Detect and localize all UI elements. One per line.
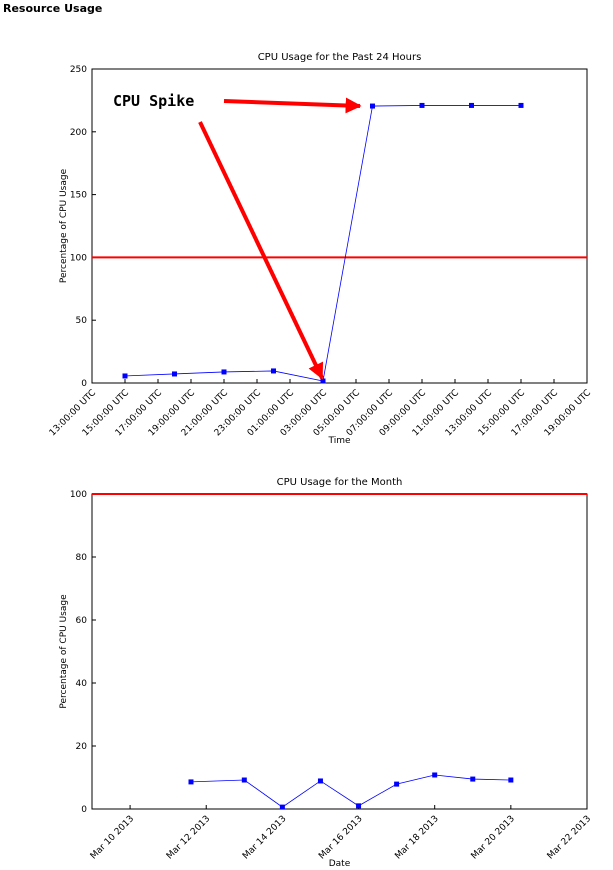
y-tick-label: 80 xyxy=(76,553,88,563)
y-axis-label: Percentage of CPU Usage xyxy=(59,594,69,709)
page-heading: Resource Usage xyxy=(3,2,102,15)
y-tick-label: 20 xyxy=(76,742,88,752)
y-tick-label: 50 xyxy=(76,316,88,326)
data-point xyxy=(518,102,524,108)
y-tick-label: 100 xyxy=(70,490,87,500)
x-axis-label: Time xyxy=(327,436,350,446)
data-point xyxy=(188,779,194,785)
y-tick-label: 150 xyxy=(70,191,87,201)
x-tick-label: Mar 22 2013 xyxy=(546,814,593,861)
chart-title: CPU Usage for the Month xyxy=(277,477,403,488)
data-point xyxy=(221,369,227,375)
data-point xyxy=(432,772,438,778)
x-tick-label: Mar 16 2013 xyxy=(317,814,364,861)
y-tick-label: 0 xyxy=(81,805,87,815)
data-point xyxy=(394,781,400,787)
annotation: CPU Spike xyxy=(113,92,194,110)
x-tick-label: Mar 14 2013 xyxy=(241,814,288,861)
x-axis-label: Date xyxy=(329,859,351,869)
annotation-arrow xyxy=(198,121,324,380)
y-tick-label: 60 xyxy=(76,616,88,626)
data-point xyxy=(370,103,375,109)
data-point xyxy=(172,371,177,377)
y-tick-label: 0 xyxy=(81,379,87,389)
data-point xyxy=(508,777,514,783)
plot-area xyxy=(91,68,588,384)
y-tick-label: 40 xyxy=(76,679,88,689)
data-point xyxy=(279,804,285,810)
data-point xyxy=(271,368,276,374)
x-tick-label: Mar 10 2013 xyxy=(89,814,136,861)
data-point xyxy=(356,803,362,809)
x-tick-label: Mar 20 2013 xyxy=(470,814,517,861)
data-point xyxy=(469,102,474,108)
data-point xyxy=(419,102,425,108)
data-point xyxy=(470,776,476,782)
data-point xyxy=(317,778,323,784)
y-tick-label: 100 xyxy=(70,253,87,263)
y-axis-label: Percentage of CPU Usage xyxy=(59,168,69,283)
x-tick-label: Mar 12 2013 xyxy=(165,814,212,861)
chart-title: CPU Usage for the Past 24 Hours xyxy=(258,52,422,63)
y-tick-label: 250 xyxy=(70,65,87,75)
y-tick-label: 200 xyxy=(70,128,87,138)
data-point xyxy=(122,373,128,379)
data-point xyxy=(241,777,247,783)
plot-area xyxy=(91,493,588,810)
x-tick-label: Mar 18 2013 xyxy=(393,814,440,861)
data-point xyxy=(320,378,326,384)
annotation-arrow xyxy=(223,97,362,114)
